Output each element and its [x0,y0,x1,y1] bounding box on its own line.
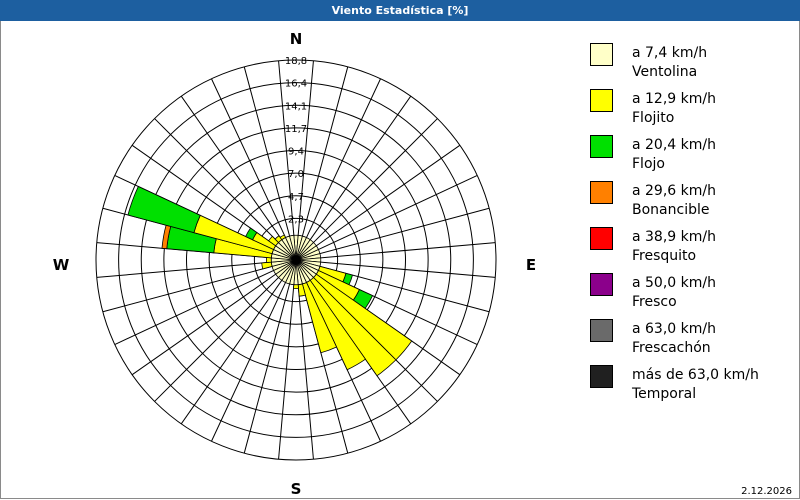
spoke [211,277,289,442]
legend-item: a 63,0 km/h Frescachón [590,317,795,363]
spoke [114,267,279,345]
ring-3 [208,172,384,348]
legend-swatch [590,43,613,66]
sector-170-class-2 [297,283,306,297]
legend-item: a 12,9 km/h Flojito [590,87,795,133]
legend-class-name: Fresco [632,294,677,310]
wind-sectors [127,185,413,377]
ring-1 [253,217,339,303]
spoke [311,144,461,250]
spoke [297,278,314,460]
legend-swatch [590,135,613,158]
spoke [297,60,314,242]
legend-class-name: Frescachón [632,340,711,356]
spoke [96,261,278,278]
sector-160-class-2 [301,281,338,354]
ring-label-7: 16,4 [285,79,307,90]
spoke [154,273,283,402]
legend-swatch [590,319,613,342]
window-title: Viento Estadística [%] [0,0,800,21]
legend-speed-label: a 20,4 km/h [632,137,716,153]
compass-east: E [526,256,536,274]
spoke [278,278,295,460]
ring-6 [140,104,452,416]
ring-label-5: 11,7 [285,124,307,135]
sector-350-class-1 [289,234,297,261]
legend-item: a 50,0 km/h Fresco [590,271,795,317]
legend-class-name: Ventolina [632,64,698,80]
legend-swatch [590,89,613,112]
legend-speed-label: más de 63,0 km/h [632,367,759,383]
sector-150-class-2 [305,279,366,371]
sector-290-class-3 [127,185,201,234]
spoke [180,95,286,245]
spoke [314,242,496,259]
sector-260-class-2 [261,261,273,270]
legend-class-name: Temporal [632,386,697,402]
legend-item: a 29,6 km/h Bonancible [590,179,795,225]
legend-class-name: Flojo [632,156,665,172]
legend-item: a 38,9 km/h Fresquito [590,225,795,271]
compass-west: W [53,256,70,274]
legend-class-name: Fresquito [632,248,697,264]
legend-speed-label: a 29,6 km/h [632,183,716,199]
date-label: 2.12.2026 [741,486,792,497]
legend-class-name: Flojito [632,110,675,126]
legend-item: a 7,4 km/h Ventolina [590,41,795,87]
spoke [306,95,412,245]
spoke [131,270,281,376]
spoke [243,66,292,242]
ring-8 [95,59,497,461]
ring-2 [231,195,361,325]
sector-180-class-2 [293,284,299,290]
ring-label-3: 7,0 [288,169,304,180]
sector-310-class-2 [268,235,280,247]
ring-labels: 2,3 4,7 7,0 9,4 11,7 14,1 16,4 18,8 [285,56,307,225]
ring-label-8: 18,8 [285,56,307,67]
legend: a 7,4 km/h Ventolina a 12,9 km/h Flojito a 2… [590,41,795,409]
legend-speed-label: a 12,9 km/h [632,91,716,107]
spoke [303,78,381,243]
ring-4 [186,150,406,370]
ring-label-6: 14,1 [285,101,307,112]
ring-label-4: 9,4 [288,147,304,158]
legend-speed-label: a 50,0 km/h [632,275,716,291]
sector-330-class-2 [279,234,287,241]
sector-140-class-2 [309,276,397,377]
legend-speed-label: a 7,4 km/h [632,45,708,61]
legend-item: más de 63,0 km/h Temporal [590,363,795,409]
compass-south: S [291,480,302,498]
legend-speed-label: a 38,9 km/h [632,229,716,245]
spoke [314,261,496,278]
compass-north: N [290,30,303,48]
spoke [211,78,289,243]
spoke [180,275,286,425]
ring-7 [118,82,474,438]
legend-swatch [590,365,613,388]
sector-300-class-3 [245,227,258,241]
spoke [154,118,283,247]
spoke [314,207,490,256]
spoke [243,278,292,454]
legend-speed-label: a 63,0 km/h [632,321,716,337]
sector-270-class-2 [266,256,272,264]
spoke [309,118,438,247]
spoke [102,264,278,313]
ring-5 [163,127,429,393]
spoke [313,175,478,253]
legend-class-name: Bonancible [632,202,710,218]
legend-item: a 20,4 km/h Flojo [590,133,795,179]
spoke [278,60,295,242]
ring-label-1: 2,3 [288,214,304,225]
legend-swatch [590,273,613,296]
legend-swatch [590,181,613,204]
ring-label-2: 4,7 [288,192,304,203]
spoke [300,66,349,242]
legend-swatch [590,227,613,250]
